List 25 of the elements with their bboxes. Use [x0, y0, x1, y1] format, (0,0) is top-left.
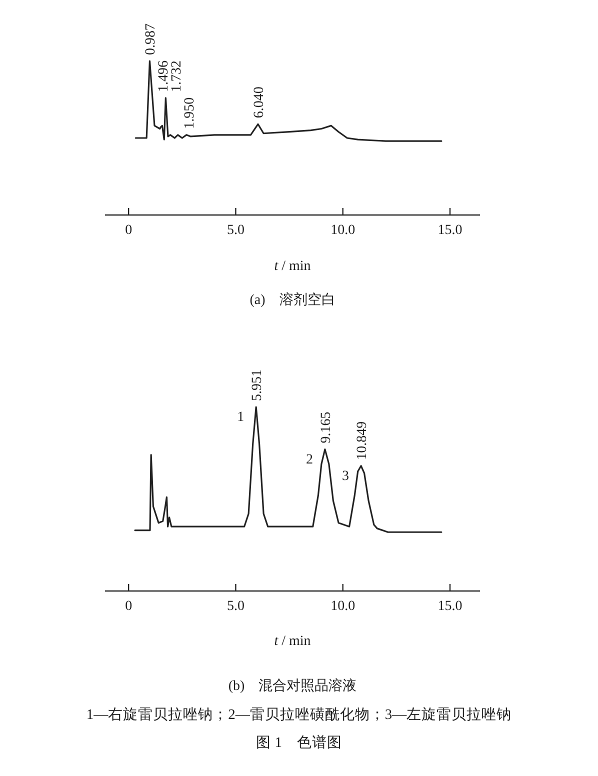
annotation: 10.849 — [355, 421, 370, 460]
x-tick-label: 5.0 — [226, 223, 244, 238]
annotation: 9.165 — [319, 412, 334, 444]
x-axis-title: t / min — [274, 634, 311, 649]
x-tick-label: 15.0 — [438, 223, 462, 238]
annotation: 6.040 — [252, 86, 267, 118]
x-tick-label: 0 — [125, 599, 132, 614]
annotation: 1.732 — [170, 60, 185, 92]
annotation: 1.950 — [182, 97, 198, 129]
annotation: 0.987 — [144, 24, 159, 55]
x-tick-label: 10.0 — [330, 223, 356, 238]
caption: 图 1 色谱图 — [256, 734, 342, 751]
x-axis-title: t / min — [274, 259, 311, 274]
annotation: 2 — [306, 452, 313, 468]
annotation: 5.951 — [250, 370, 266, 401]
annotation: 3 — [342, 468, 350, 484]
text: (b) 混合对照品溶液 — [228, 678, 357, 694]
text: 1—右旋雷贝拉唑钠；2—雷贝拉唑磺酰化物；3—左旋雷贝拉唑钠 — [86, 706, 512, 723]
text: (a) 溶剂空白 — [250, 292, 336, 308]
x-tick-label: 5.0 — [226, 599, 244, 614]
x-tick-label: 10.0 — [330, 599, 356, 614]
annotation: 1 — [237, 410, 244, 425]
x-tick-label: 0 — [125, 223, 132, 238]
annotation: 1.496 — [156, 60, 172, 92]
x-tick-label: 15.0 — [438, 599, 462, 614]
